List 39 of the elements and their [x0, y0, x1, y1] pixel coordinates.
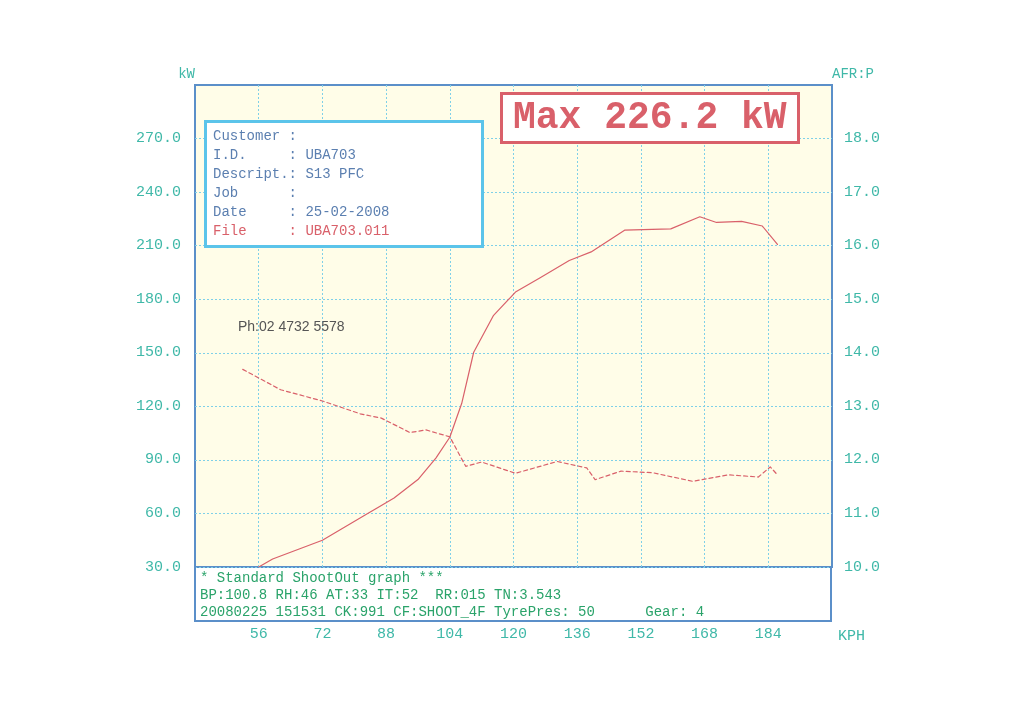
- y-tick-label: 120.0: [135, 397, 181, 415]
- y-tick-label: 90.0: [144, 451, 181, 469]
- x-axis-title: KPH: [838, 628, 866, 645]
- y2-tick-label: 10.0: [844, 558, 881, 576]
- annotation: Customer :: [213, 127, 298, 146]
- y-tick-label: 30.0: [144, 558, 181, 576]
- y2-axis-title: AFR:P: [832, 66, 875, 82]
- y2-tick-label: 15.0: [844, 290, 881, 308]
- y-tick-label: 60.0: [144, 504, 181, 522]
- x-tick-label: 152: [627, 626, 655, 643]
- annotation: I.D. : UBA703: [213, 146, 357, 165]
- notes-panel: * Standard ShootOut graph *** BP:100.8 RH:46 AT:33 IT:52 RR:015 TN:3.543 20080225 151531 CK:991 CF:SHOOT_4F TyrePres: 50 Gear: 4: [194, 567, 832, 622]
- annotation: Date : 25-02-2008: [213, 203, 391, 222]
- y2-tick-label: 17.0: [844, 183, 881, 201]
- x-tick-label: 184: [754, 626, 782, 643]
- y2-tick-label: 12.0: [844, 451, 881, 469]
- x-tick-label: 88: [377, 626, 396, 643]
- x-tick-label: 168: [691, 626, 719, 643]
- x-tick-label: 72: [313, 626, 332, 643]
- annotation: File : UBA703.011: [213, 222, 391, 241]
- annotation: Descript.: S13 PFC: [213, 165, 366, 184]
- y-tick-label: 150.0: [135, 344, 181, 362]
- y-tick-label: 210.0: [135, 237, 181, 255]
- y2-tick-label: 14.0: [844, 344, 881, 362]
- y2-tick-label: 13.0: [844, 397, 881, 415]
- x-tick-label: 120: [499, 626, 528, 643]
- y-tick-label: 180.0: [135, 290, 181, 308]
- y2-tick-label: 11.0: [844, 504, 881, 522]
- y-tick-label: 270.0: [135, 130, 181, 148]
- y2-tick-label: 16.0: [844, 237, 881, 255]
- y2-tick-label: 18.0: [844, 130, 881, 148]
- annotation: Job :: [213, 184, 298, 203]
- y-axis-title: kW: [178, 66, 196, 82]
- x-tick-label: 136: [563, 626, 591, 643]
- x-tick-label: 104: [436, 626, 464, 643]
- annotation: Ph:02 4732 5578: [238, 318, 345, 334]
- chart-title: Max 226.2 kW: [500, 92, 800, 144]
- y-tick-label: 240.0: [135, 183, 181, 201]
- x-tick-label: 56: [249, 626, 268, 643]
